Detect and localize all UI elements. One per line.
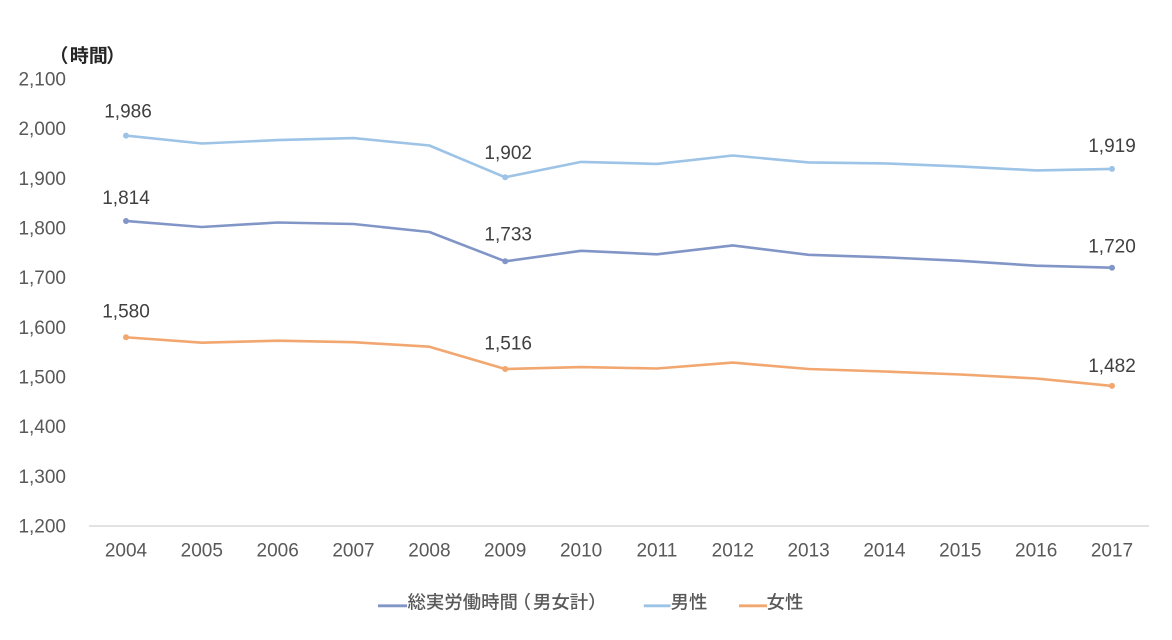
svg-text:2008: 2008 (408, 541, 450, 562)
svg-text:2016: 2016 (1015, 541, 1057, 562)
svg-text:1,902: 1,902 (484, 143, 532, 164)
svg-text:1,814: 1,814 (102, 188, 150, 209)
svg-text:2005: 2005 (181, 541, 223, 562)
svg-text:1,500: 1,500 (18, 368, 66, 389)
svg-text:1,600: 1,600 (18, 318, 66, 339)
svg-text:2,000: 2,000 (18, 119, 66, 140)
svg-text:1,516: 1,516 (484, 333, 532, 354)
svg-text:2017: 2017 (1091, 541, 1133, 562)
svg-text:1,300: 1,300 (18, 467, 66, 488)
svg-text:2010: 2010 (560, 541, 602, 562)
svg-text:1,720: 1,720 (1088, 237, 1136, 258)
svg-text:2004: 2004 (105, 541, 148, 562)
svg-text:1,986: 1,986 (104, 102, 152, 123)
svg-text:2012: 2012 (712, 541, 754, 562)
svg-text:2007: 2007 (332, 541, 374, 562)
svg-text:1,900: 1,900 (18, 169, 66, 190)
svg-text:1,919: 1,919 (1088, 136, 1136, 157)
svg-text:1,580: 1,580 (102, 302, 150, 323)
svg-text:2011: 2011 (636, 541, 677, 562)
svg-text:1,700: 1,700 (18, 268, 66, 289)
svg-text:1,733: 1,733 (484, 225, 532, 246)
svg-text:2014: 2014 (863, 541, 906, 562)
svg-text:1,200: 1,200 (18, 517, 66, 538)
svg-text:2013: 2013 (787, 541, 829, 562)
svg-text:1,800: 1,800 (18, 219, 66, 240)
svg-text:1,400: 1,400 (18, 417, 66, 438)
svg-text:2006: 2006 (257, 541, 299, 562)
svg-text:2009: 2009 (484, 541, 526, 562)
svg-text:2,100: 2,100 (18, 70, 66, 91)
svg-text:1,482: 1,482 (1088, 356, 1136, 377)
svg-text:2015: 2015 (939, 541, 981, 562)
